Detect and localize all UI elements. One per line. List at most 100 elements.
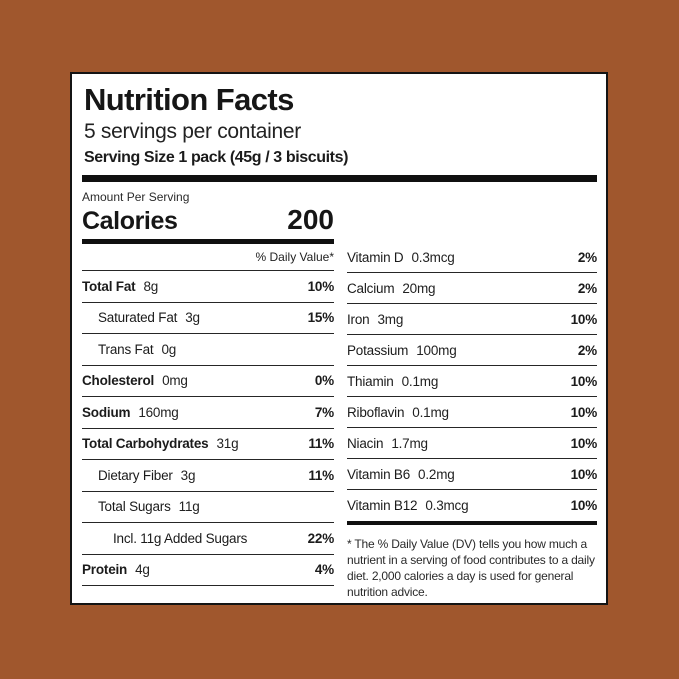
nutrient-daily-value: 11% <box>308 436 334 452</box>
nutrient-name: Incl. 11g Added Sugars <box>113 530 248 546</box>
nutrient-columns: Amount Per Serving Calories 200 % Daily … <box>82 182 597 600</box>
nutrient-amount: 3g <box>180 467 196 483</box>
nutrient-name: Sodium <box>82 404 131 420</box>
nutrient-name-amount: Iron 3mg <box>347 312 403 327</box>
nutrient-name: Thiamin <box>347 373 394 389</box>
nutrient-name-amount: Potassium 100mg <box>347 343 457 358</box>
nutrient-amount: 11g <box>178 499 200 515</box>
daily-value-footnote: * The % Daily Value (DV) tells you how m… <box>347 537 595 599</box>
nutrient-amount: 0.1mg <box>401 373 439 389</box>
nutrient-amount: 0g <box>161 341 177 357</box>
nutrient-daily-value: 2% <box>577 249 597 265</box>
nutrient-row: Niacin 1.7mg 10% <box>347 428 597 459</box>
nutrient-row: Vitamin B6 0.2mg 10% <box>347 459 597 490</box>
nutrient-row: Incl. 11g Added Sugars 22% <box>82 523 334 555</box>
nutrient-name: Total Sugars <box>98 499 171 515</box>
nutrient-row: Thiamin 0.1mg 10% <box>347 366 597 397</box>
left-column: Amount Per Serving Calories 200 % Daily … <box>82 182 334 600</box>
nutrient-row: Dietary Fiber 3g 11% <box>82 460 334 492</box>
nutrition-facts-label: Nutrition Facts 5 servings per container… <box>70 72 608 605</box>
nutrient-row: Total Sugars 11g <box>82 492 334 523</box>
calories-label: Calories <box>82 207 178 235</box>
nutrient-name: Protein <box>82 562 128 578</box>
right-column: Vitamin D 0.3mcg 2% Calcium 20mg 2% Iron 3m… <box>347 242 597 600</box>
nutrient-amount: 20mg <box>402 280 436 296</box>
nutrient-daily-value: 11% <box>308 467 334 483</box>
nutrient-name-amount: Incl. 11g Added Sugars <box>113 531 255 546</box>
daily-value-header: % Daily Value* <box>82 244 334 271</box>
vitamins-divider-bar <box>347 521 597 525</box>
nutrient-name-amount: Vitamin B6 0.2mg <box>347 467 455 482</box>
nutrient-daily-value: 10% <box>570 404 598 420</box>
nutrient-daily-value: 10% <box>570 311 598 327</box>
calories-divider-bar <box>82 239 334 244</box>
nutrient-name-amount: Riboflavin 0.1mg <box>347 405 449 420</box>
nutrient-name: Riboflavin <box>347 404 405 420</box>
nutrient-row: Potassium 100mg 2% <box>347 335 597 366</box>
amount-per-serving-label: Amount Per Serving <box>82 190 190 204</box>
nutrient-row: Vitamin D 0.3mcg 2% <box>347 242 597 273</box>
nutrient-name-amount: Calcium 20mg <box>347 280 436 296</box>
nutrient-row: Total Fat 8g 10% <box>82 271 334 303</box>
nutrient-amount: 0.3mcg <box>411 249 455 265</box>
nutrient-name: Calcium <box>347 280 395 296</box>
nutrient-daily-value: 10% <box>570 466 598 482</box>
nutrient-name-amount: Total Fat 8g <box>82 279 158 294</box>
nutrient-row: Iron 3mg 10% <box>347 304 597 335</box>
nutrient-daily-value: 7% <box>314 404 334 420</box>
nutrient-name-amount: Sodium 160mg <box>82 405 179 420</box>
nutrient-name-amount: Vitamin B12 0.3mcg <box>347 498 469 513</box>
nutrient-row: Protein 4g 4% <box>82 555 334 586</box>
macronutrient-rows: Total Fat 8g 10% Saturated Fat 3g 15% Tran… <box>82 271 334 586</box>
nutrient-name-amount: Trans Fat 0g <box>98 342 176 357</box>
nutrient-daily-value: 22% <box>307 530 335 546</box>
nutrient-name-amount: Dietary Fiber 3g <box>98 468 195 483</box>
nutrient-name: Vitamin D <box>347 249 404 265</box>
micronutrient-rows: Vitamin D 0.3mcg 2% Calcium 20mg 2% Iron 3m… <box>347 242 597 521</box>
nutrient-daily-value: 2% <box>577 280 597 296</box>
nutrient-name-amount: Cholesterol 0mg <box>82 373 188 388</box>
nutrient-name: Potassium <box>347 342 409 358</box>
nutrient-amount: 0.1mg <box>412 404 449 420</box>
nutrient-row: Saturated Fat 3g 15% <box>82 303 334 334</box>
nutrient-name-amount: Vitamin D 0.3mcg <box>347 250 455 265</box>
servings-per-container: 5 servings per container <box>84 120 301 143</box>
nutrient-amount: 1.7mg <box>391 435 428 451</box>
nutrient-name: Total Fat <box>82 278 136 294</box>
nutrient-name-amount: Thiamin 0.1mg <box>347 374 438 389</box>
nutrient-amount: 8g <box>143 278 159 294</box>
nutrient-amount: 0.2mg <box>418 466 455 482</box>
nutrient-name: Vitamin B6 <box>347 466 411 482</box>
nutrient-name: Total Carbohydrates <box>82 436 209 452</box>
nutrient-name: Vitamin B12 <box>347 498 418 513</box>
nutrient-amount: 0.3mcg <box>425 498 469 513</box>
nutrient-amount: 3mg <box>377 311 404 327</box>
nutrient-amount: 3g <box>185 310 200 326</box>
nutrient-amount: 4g <box>135 562 150 578</box>
calories-row: Calories 200 <box>82 204 334 236</box>
nutrient-name-amount: Protein 4g <box>82 562 150 577</box>
nutrient-amount: 100mg <box>416 342 457 358</box>
nutrient-name: Dietary Fiber <box>98 467 173 483</box>
calories-value: 200 <box>287 204 334 235</box>
nutrient-name: Trans Fat <box>98 341 154 357</box>
nutrient-amount: 31g <box>216 436 239 452</box>
nutrient-row: Sodium 160mg 7% <box>82 397 334 429</box>
label-title: Nutrition Facts <box>84 82 294 117</box>
nutrient-daily-value: 4% <box>314 562 334 578</box>
nutrient-row: Calcium 20mg 2% <box>347 273 597 304</box>
nutrient-daily-value: 2% <box>577 342 597 358</box>
nutrient-name-amount: Total Carbohydrates 31g <box>82 436 239 452</box>
header-divider-bar <box>82 175 597 182</box>
nutrient-amount: 160mg <box>138 404 179 420</box>
nutrient-name-amount: Total Sugars 11g <box>98 499 200 514</box>
nutrient-daily-value: 10% <box>570 373 598 389</box>
nutrient-amount: 0mg <box>162 373 188 389</box>
nutrient-row: Riboflavin 0.1mg 10% <box>347 397 597 428</box>
nutrient-name: Niacin <box>347 435 384 451</box>
nutrient-name: Iron <box>347 311 370 327</box>
nutrient-name: Saturated Fat <box>98 310 178 326</box>
nutrient-daily-value: 10% <box>570 435 598 451</box>
nutrient-row: Vitamin B12 0.3mcg 10% <box>347 490 597 521</box>
